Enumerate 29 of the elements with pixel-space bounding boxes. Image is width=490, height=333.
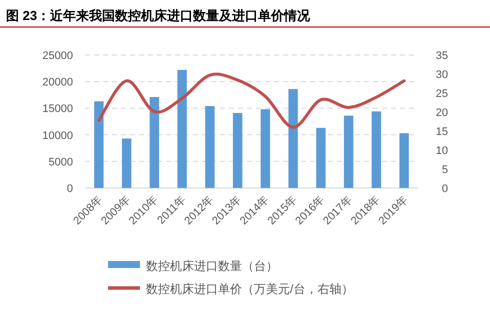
y2-tick-label: 10 <box>436 145 448 157</box>
y2-tick-label: 30 <box>436 69 448 81</box>
title: 图 23：近年来我国数控机床进口数量及进口单价情况 <box>6 8 310 23</box>
y-tick-label: 10000 <box>42 130 73 142</box>
bar <box>94 101 104 188</box>
bar <box>399 133 409 188</box>
y2-tick-label: 0 <box>442 183 448 195</box>
bar <box>316 128 326 188</box>
y2-tick-label: 35 <box>436 50 448 62</box>
y2-tick-label: 20 <box>436 107 448 119</box>
y2-tick-label: 15 <box>436 126 448 138</box>
legend-label: 数控机床进口单价（万美元/台，右轴） <box>146 282 354 296</box>
bar <box>232 112 242 188</box>
y-tick-label: 15000 <box>42 103 73 116</box>
y-tick-label: 20000 <box>42 76 73 89</box>
bar <box>177 70 187 188</box>
y-tick-label: 25000 <box>42 50 73 62</box>
bar <box>372 111 382 188</box>
y2-tick-label: 5 <box>442 164 448 176</box>
bar <box>150 97 160 188</box>
legend-label: 数控机床进口数量（台） <box>146 259 278 273</box>
y-tick-label: 0 <box>66 183 73 195</box>
y2-tick-label: 25 <box>436 88 448 100</box>
bar <box>260 109 270 188</box>
bar <box>344 116 354 188</box>
bar <box>205 106 215 188</box>
bar <box>288 89 298 188</box>
bar <box>122 138 132 188</box>
y-tick-label: 5000 <box>48 156 73 168</box>
